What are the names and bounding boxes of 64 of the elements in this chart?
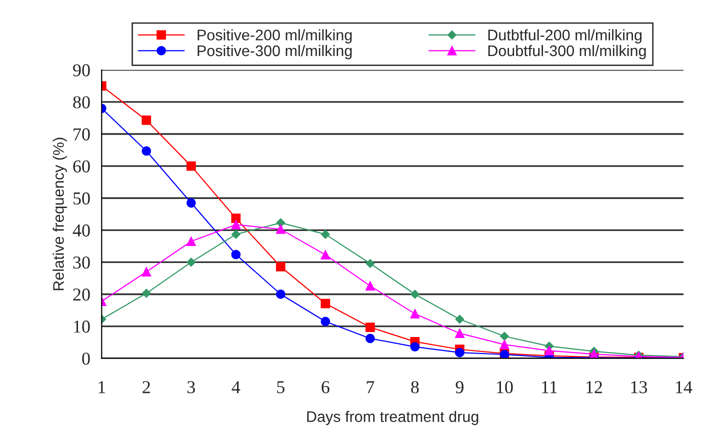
x-tick-label: 5 xyxy=(277,381,284,394)
point xyxy=(544,346,554,356)
point xyxy=(365,281,375,291)
point xyxy=(231,220,241,230)
y-tick-label: 20 xyxy=(73,288,90,301)
point xyxy=(186,198,196,208)
legend-label: Positive-200 ml/milking xyxy=(198,29,352,44)
y-tick-label: 10 xyxy=(74,320,90,333)
x-tick-label: 8 xyxy=(411,381,419,394)
y-tick-label: 40 xyxy=(72,224,90,237)
point xyxy=(320,250,330,260)
point xyxy=(455,328,464,338)
point xyxy=(142,267,152,276)
point xyxy=(186,258,196,267)
y-tick-label: 50 xyxy=(74,192,90,205)
point xyxy=(500,340,510,350)
y-tick-label: 30 xyxy=(73,256,90,269)
x-tick-label: 2 xyxy=(142,381,150,394)
point xyxy=(142,116,152,125)
point xyxy=(455,348,464,358)
x-tick-label: 10 xyxy=(497,381,513,394)
y-tick-label: 60 xyxy=(73,160,90,172)
x-axis-title: Days from treatment drug xyxy=(307,410,478,426)
x-tick-label: 6 xyxy=(322,381,330,394)
point xyxy=(231,214,241,223)
legend-label: Positive-300 ml/milking xyxy=(198,44,352,60)
point xyxy=(410,342,420,352)
point xyxy=(366,259,375,268)
x-tick-label: 12 xyxy=(586,381,602,394)
point xyxy=(320,298,330,308)
point xyxy=(410,290,420,299)
point xyxy=(142,146,152,156)
x-tick-label: 1 xyxy=(98,381,106,394)
point xyxy=(500,332,509,341)
point xyxy=(589,349,599,358)
x-tick-label: 7 xyxy=(366,381,374,394)
x-tick-label: 3 xyxy=(188,381,195,394)
point xyxy=(186,236,196,246)
point xyxy=(276,262,286,272)
point xyxy=(320,230,330,239)
y-tick-label: 80 xyxy=(73,96,90,108)
y-tick-label: 70 xyxy=(74,128,90,140)
point xyxy=(455,314,464,324)
point xyxy=(410,309,420,318)
point xyxy=(365,322,375,332)
y-tick-label: 0 xyxy=(82,352,90,365)
x-tick-label: 11 xyxy=(542,381,557,394)
y-axis-title: Relative frequency (%) xyxy=(52,138,67,290)
point xyxy=(186,161,196,171)
x-tick-label: 9 xyxy=(456,381,464,394)
point xyxy=(231,250,241,260)
point xyxy=(231,230,240,239)
point xyxy=(276,218,286,228)
legend-label: Doubtful-300 ml/milking xyxy=(488,44,646,60)
point xyxy=(320,316,330,326)
x-tick-label: 14 xyxy=(676,381,692,394)
x-tick-label: 13 xyxy=(631,381,648,394)
point xyxy=(276,290,286,299)
legend-label: Dutbtful-200 ml/milking xyxy=(488,29,642,44)
point xyxy=(276,224,286,234)
x-tick-label: 4 xyxy=(232,381,240,394)
point xyxy=(365,334,375,344)
point xyxy=(142,288,151,298)
y-tick-label: 90 xyxy=(73,64,90,76)
